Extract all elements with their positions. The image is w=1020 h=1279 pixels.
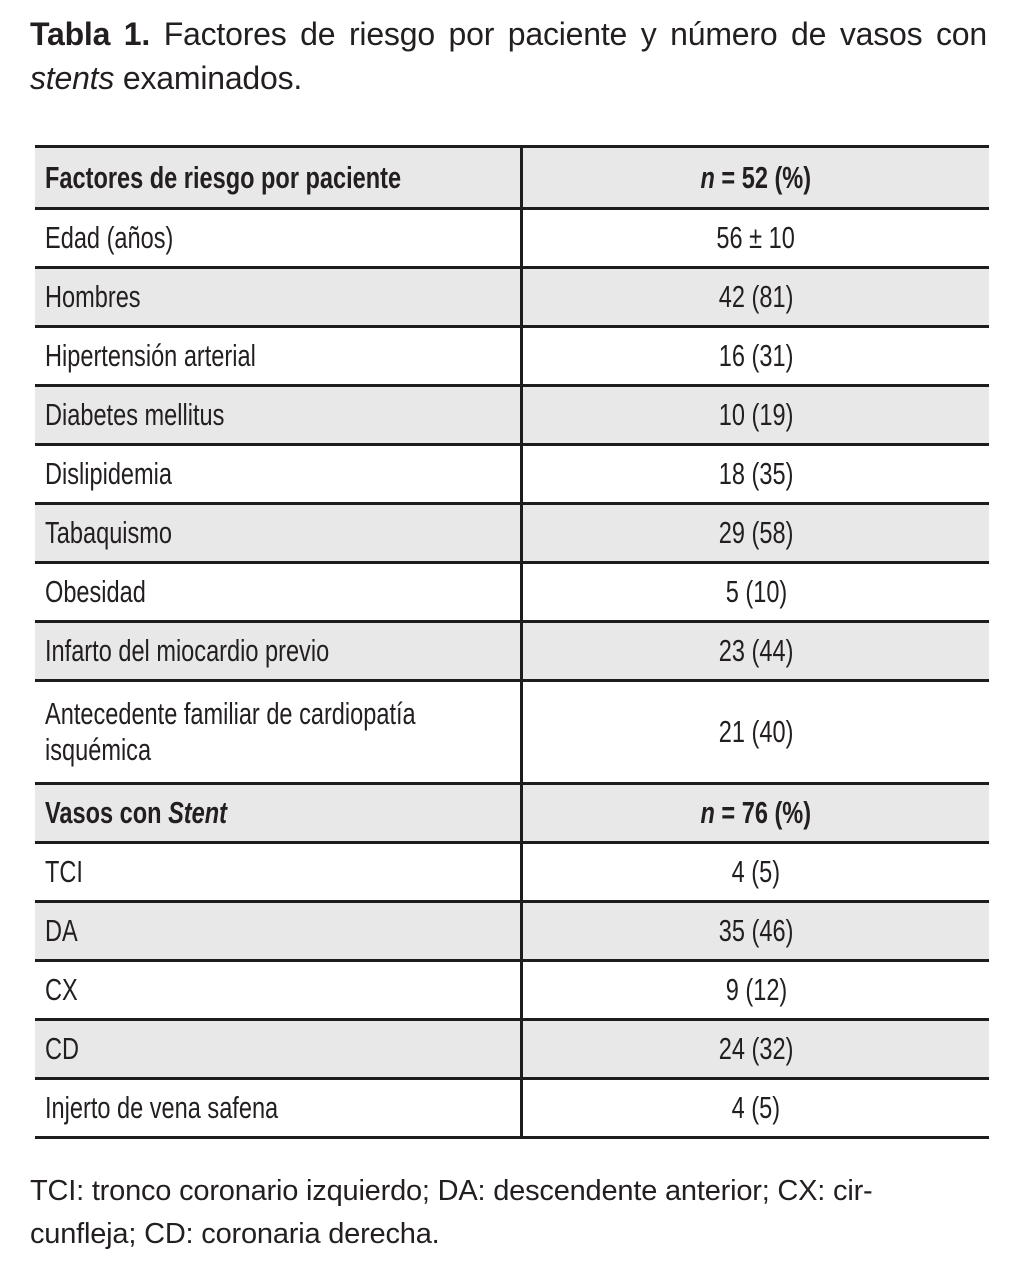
- table-row-infarto: Infarto del miocardio previo 23 (44): [35, 621, 990, 681]
- header-label-cell: Factores de riesgo por paciente: [35, 146, 523, 209]
- row-label: Hipertensión arterial: [45, 338, 256, 373]
- row-value-cell: 9 (12): [522, 961, 990, 1020]
- table-caption-line1: Tabla 1. Factores de riesgo por paciente…: [30, 12, 987, 56]
- row-label: Diabetes mellitus: [45, 397, 225, 432]
- row-value-cell: 23 (44): [522, 622, 990, 681]
- table-header-row-vasos: Vasos con Stent n = 76 (%): [35, 783, 990, 843]
- row-label: DA: [45, 913, 78, 948]
- n-symbol: n: [700, 159, 716, 195]
- row-value-cell: 35 (46): [522, 902, 990, 961]
- table-caption-line2: stents examinados.: [30, 56, 987, 100]
- row-label-cell: Edad (años): [35, 208, 523, 268]
- table-row-tci: TCI 4 (5): [35, 842, 990, 902]
- row-value: 23 (44): [718, 633, 794, 668]
- row-value: 16 (31): [718, 338, 794, 373]
- row-value-cell: 56 ± 10: [522, 209, 990, 268]
- table-row-edad: Edad (años) 56 ± 10: [35, 208, 990, 268]
- row-label: Dislipidemia: [45, 456, 173, 491]
- table-row-tabaquismo: Tabaquismo 29 (58): [35, 503, 990, 563]
- header-n-value: = 76 (%): [715, 795, 812, 830]
- header-label: Vasos con: [45, 795, 169, 830]
- row-value: 29 (58): [718, 515, 794, 550]
- table-row-diabetes: Diabetes mellitus 10 (19): [35, 385, 990, 445]
- row-value-cell: 5 (10): [522, 563, 990, 622]
- row-value: 42 (81): [718, 279, 794, 314]
- table-row-dislipidemia: Dislipidemia 18 (35): [35, 444, 990, 504]
- row-value: 24 (32): [718, 1031, 794, 1066]
- row-value-cell: 18 (35): [522, 445, 990, 504]
- table-row-da: DA 35 (46): [35, 901, 990, 961]
- row-label-cell: Obesidad: [35, 562, 523, 622]
- row-value: 35 (46): [718, 913, 794, 948]
- row-label: CD: [45, 1031, 80, 1066]
- table-number: Tabla 1.: [30, 16, 151, 52]
- row-label: TCI: [45, 854, 83, 889]
- row-label-cell: Dislipidemia: [35, 444, 523, 504]
- header-value-cell: n = 52 (%): [522, 147, 990, 209]
- row-value: 5 (10): [725, 574, 787, 609]
- header-n-value: = 52 (%): [715, 159, 812, 195]
- row-value-cell: 24 (32): [522, 1020, 990, 1079]
- row-value-cell: 29 (58): [522, 504, 990, 563]
- header-label-italic: Stent: [168, 795, 227, 830]
- row-label-cell: Tabaquismo: [35, 503, 523, 563]
- row-label-cell: Diabetes mellitus: [35, 385, 523, 445]
- row-label: Antecedente familiar de cardiopatía isqué…: [45, 696, 416, 767]
- header-label-cell: Vasos con Stent: [35, 783, 523, 843]
- row-value: 4 (5): [731, 854, 781, 889]
- row-label-cell: TCI: [35, 842, 523, 902]
- row-label: Tabaquismo: [45, 515, 173, 550]
- row-label-cell: Hipertensión arterial: [35, 326, 523, 386]
- row-value: 10 (19): [718, 397, 794, 432]
- n-symbol: n: [700, 795, 716, 830]
- header-label: Factores de riesgo por paciente: [45, 159, 402, 195]
- row-label-cell: Antecedente familiar de cardiopatía isqué…: [35, 680, 523, 784]
- header-value-cell: n = 76 (%): [522, 784, 990, 843]
- row-label: Obesidad: [45, 574, 146, 609]
- row-value-cell: 16 (31): [522, 327, 990, 386]
- table-row-antecedente: Antecedente familiar de cardiopatía isqué…: [35, 680, 990, 784]
- row-label-cell: Injerto de vena safena: [35, 1078, 523, 1138]
- row-label-cell: Hombres: [35, 267, 523, 327]
- row-label-cell: CD: [35, 1019, 523, 1079]
- row-label: Hombres: [45, 279, 141, 314]
- row-value: 18 (35): [718, 456, 794, 491]
- table-caption: Tabla 1. Factores de riesgo por paciente…: [30, 12, 987, 100]
- table-row-hombres: Hombres 42 (81): [35, 267, 990, 327]
- row-value-cell: 10 (19): [522, 386, 990, 445]
- table-header-row-risk-factors: Factores de riesgo por paciente n = 52 (…: [35, 146, 990, 209]
- footnote-line1: TCI: tronco coronario izquierdo; DA: des…: [30, 1175, 873, 1207]
- risk-factors-table: Factores de riesgo por paciente n = 52 (…: [35, 145, 989, 1139]
- table-footnote: TCI: tronco coronario izquierdo; DA: des…: [30, 1170, 990, 1256]
- row-label: Infarto del miocardio previo: [45, 633, 330, 668]
- row-label-cell: Infarto del miocardio previo: [35, 621, 523, 681]
- caption-text: Factores de riesgo por paciente y número…: [150, 16, 988, 52]
- table-row-hipertension: Hipertensión arterial 16 (31): [35, 326, 990, 386]
- row-label-cell: CX: [35, 960, 523, 1020]
- row-value-cell: 4 (5): [522, 843, 990, 902]
- footnote-line2: cunfleja; CD: coronaria derecha.: [30, 1218, 440, 1250]
- table-row-cx: CX 9 (12): [35, 960, 990, 1020]
- row-label: Edad (años): [45, 220, 174, 255]
- row-value-cell: 4 (5): [522, 1079, 990, 1138]
- caption-italic-word: stents: [30, 60, 115, 96]
- table-row-obesidad: Obesidad 5 (10): [35, 562, 990, 622]
- table-row-injerto: Injerto de vena safena 4 (5): [35, 1078, 990, 1138]
- row-value: 56 ± 10: [716, 220, 796, 255]
- row-value-cell: 21 (40): [522, 681, 990, 784]
- row-value-cell: 42 (81): [522, 268, 990, 327]
- row-value: 9 (12): [725, 972, 787, 1007]
- table-row-cd: CD 24 (32): [35, 1019, 990, 1079]
- caption-text-end: examinados.: [114, 60, 303, 96]
- row-label: CX: [45, 972, 78, 1007]
- row-value: 21 (40): [718, 714, 794, 749]
- row-value: 4 (5): [731, 1090, 781, 1125]
- row-label-cell: DA: [35, 901, 523, 961]
- row-label: Injerto de vena safena: [45, 1090, 279, 1125]
